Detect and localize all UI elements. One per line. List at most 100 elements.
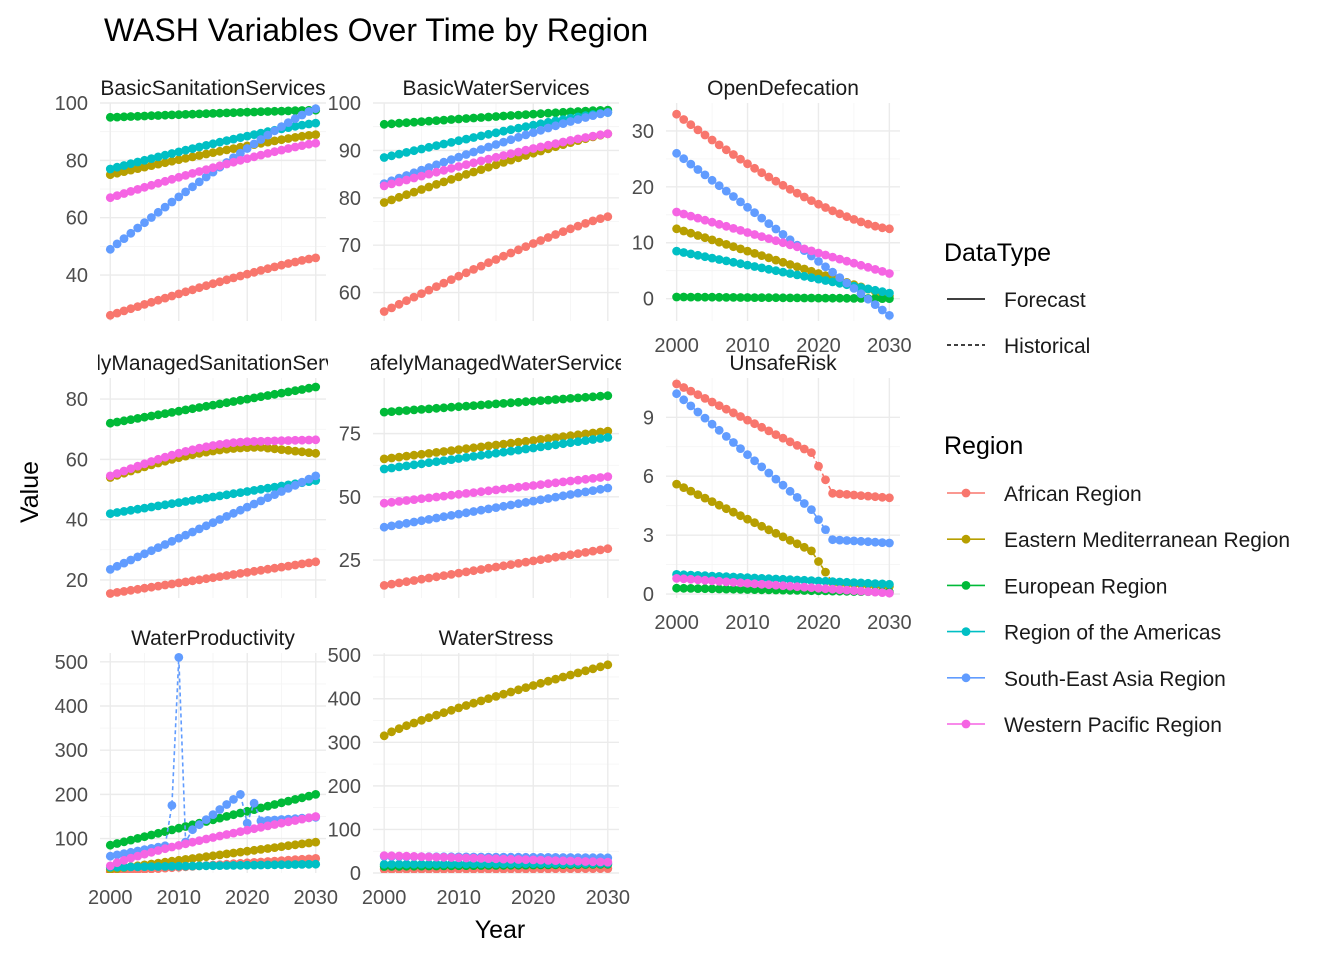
y-tick-label: 0	[350, 863, 361, 885]
data-point	[693, 165, 703, 174]
data-point	[229, 134, 238, 144]
data-point	[133, 223, 143, 233]
legend-item-western-pacific-region: Western Pacific Region	[947, 714, 1222, 737]
data-point	[181, 530, 191, 540]
data-point	[402, 406, 411, 415]
data-point	[521, 855, 531, 865]
data-point	[807, 576, 816, 585]
data-point	[771, 236, 781, 246]
data-point	[551, 478, 560, 488]
data-point	[304, 254, 314, 264]
data-point	[270, 106, 279, 116]
data-point	[870, 587, 880, 597]
data-point	[229, 848, 238, 858]
data-point	[140, 300, 149, 309]
data-point	[581, 666, 590, 676]
y-tick-label: 300	[328, 732, 361, 754]
data-point	[439, 115, 449, 125]
data-point	[679, 395, 689, 405]
data-point	[432, 167, 441, 177]
data-point	[757, 213, 767, 223]
data-point	[543, 494, 553, 503]
data-point	[263, 860, 273, 870]
panel-plot-area	[379, 391, 613, 590]
x-tick-label: 2010	[157, 887, 202, 909]
data-point	[174, 172, 184, 182]
data-point	[484, 154, 493, 164]
data-point	[707, 419, 717, 429]
data-point	[188, 144, 197, 154]
data-point	[215, 137, 225, 147]
data-point	[863, 284, 873, 294]
data-point	[454, 162, 464, 171]
data-point	[290, 435, 300, 445]
data-point	[270, 482, 279, 492]
data-point	[160, 409, 170, 418]
y-tick-label: 500	[55, 652, 88, 674]
x-tick-label: 2020	[225, 887, 270, 909]
data-point	[283, 484, 293, 493]
data-point	[814, 199, 823, 209]
series-south-east-asia-region	[105, 471, 321, 574]
data-point	[799, 444, 809, 454]
data-point	[439, 512, 449, 522]
data-point	[877, 294, 887, 303]
data-point	[133, 504, 143, 514]
panel-grid	[100, 378, 326, 598]
data-point	[256, 845, 266, 854]
data-point	[750, 208, 759, 218]
data-point	[194, 403, 204, 412]
data-point	[693, 490, 703, 499]
data-point	[147, 111, 156, 121]
data-point	[771, 176, 781, 186]
data-point	[112, 417, 122, 427]
data-point	[222, 830, 232, 839]
data-point	[476, 450, 486, 460]
data-point	[188, 861, 197, 871]
data-point	[311, 104, 321, 114]
data-point	[885, 538, 894, 548]
data-point	[256, 436, 266, 446]
data-point	[446, 859, 456, 869]
data-point	[222, 571, 232, 580]
data-point	[174, 823, 184, 833]
data-point	[439, 139, 449, 149]
data-point	[792, 270, 802, 280]
data-point	[409, 187, 419, 197]
data-point	[379, 307, 389, 316]
data-point	[432, 160, 441, 170]
data-point	[514, 855, 523, 864]
data-point	[188, 527, 197, 537]
data-point	[229, 144, 238, 154]
data-point	[424, 404, 434, 414]
data-point	[714, 140, 724, 150]
data-point	[885, 224, 894, 234]
data-point	[877, 223, 887, 233]
data-point	[242, 394, 252, 404]
data-point	[700, 575, 710, 585]
data-point	[290, 816, 300, 825]
data-point	[461, 567, 471, 577]
data-point	[588, 131, 598, 141]
data-point	[603, 433, 613, 442]
data-point	[379, 498, 389, 508]
y-tick-label: 40	[66, 510, 88, 532]
data-point	[242, 568, 252, 577]
data-point	[311, 130, 321, 140]
data-point	[256, 128, 266, 138]
data-point	[814, 461, 823, 471]
y-tick-label: 60	[66, 449, 88, 471]
data-point	[160, 844, 170, 854]
data-point	[870, 285, 880, 295]
data-point	[119, 167, 129, 177]
data-point	[215, 491, 225, 501]
data-point	[476, 113, 486, 122]
data-point	[387, 497, 396, 507]
data-point	[771, 474, 781, 484]
data-point	[119, 587, 129, 596]
data-point	[119, 234, 129, 244]
data-point	[757, 293, 767, 302]
data-point	[821, 262, 830, 272]
data-point	[543, 479, 553, 489]
